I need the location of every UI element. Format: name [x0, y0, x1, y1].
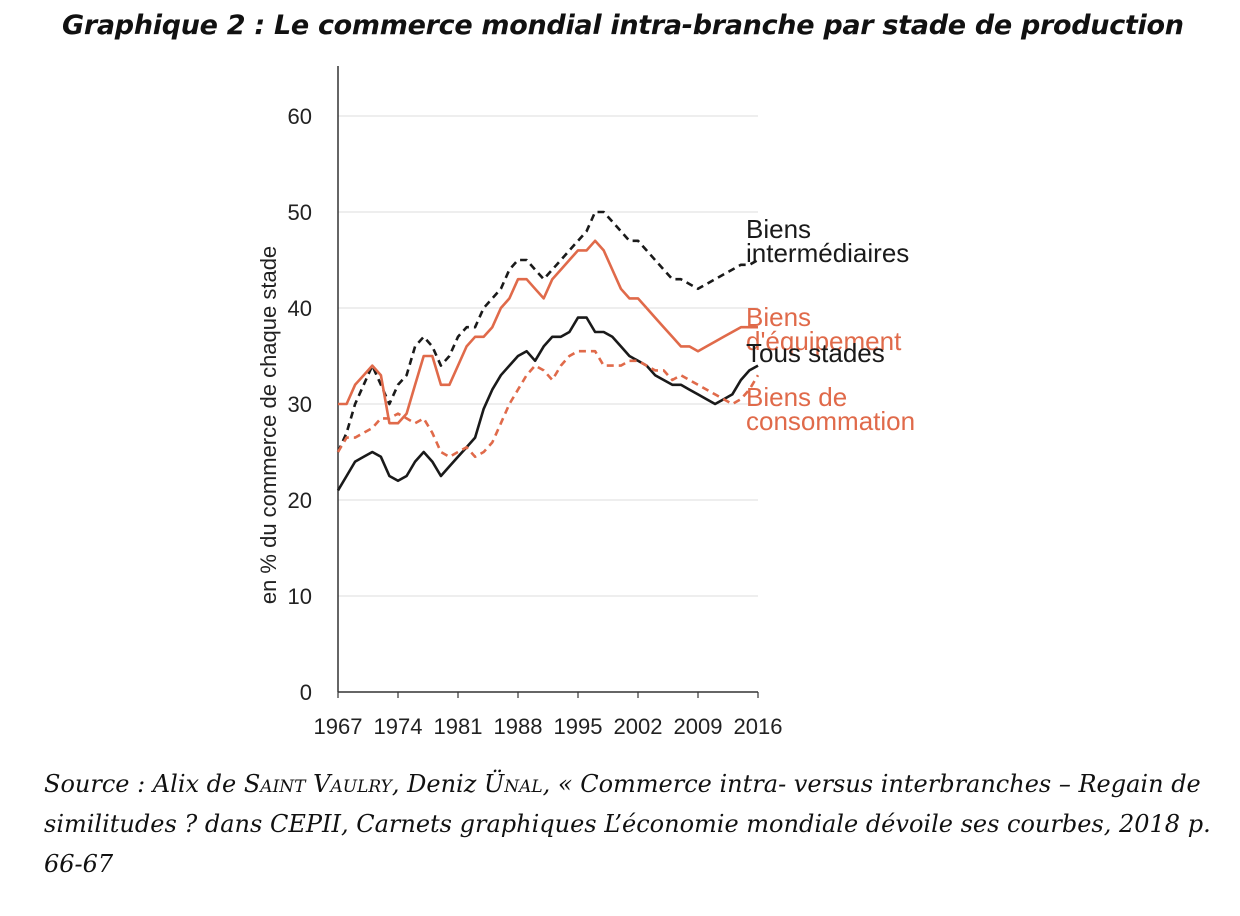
legend-label: Biens de consommation — [746, 382, 915, 436]
source-author-1: Saint Vaulry — [243, 770, 392, 798]
y-tick-label: 0 — [300, 680, 312, 705]
series-line — [336, 316, 759, 492]
y-tick-label: 40 — [288, 296, 312, 321]
source-prefix: Source : Alix de — [44, 770, 244, 798]
source-separator: , Deniz — [391, 770, 484, 798]
series-line — [336, 210, 759, 453]
y-tick-label: 50 — [288, 200, 312, 225]
y-tick-label: 20 — [288, 488, 312, 513]
x-tick-label: 1974 — [374, 714, 423, 739]
series-line — [336, 349, 760, 459]
legend-label-line: Biens — [746, 214, 811, 244]
source-citation: Source : Alix de Saint Vaulry, Deniz Üna… — [44, 764, 1224, 884]
legend-label-line: d'équipement — [746, 326, 902, 356]
source-author-2: Ünal — [483, 770, 543, 798]
x-tick-label: 2009 — [674, 714, 723, 739]
legend-label: Tous stades — [746, 338, 885, 368]
axes-layer: 0 10 20 30 40 50 60 1967 1974 1981 1988 1995 2002 200… — [288, 66, 783, 739]
legend-label: Biens intermédiaires — [746, 214, 909, 268]
y-tick-label: 60 — [288, 104, 312, 129]
chart-title: Graphique 2 : Le commerce mondial intra-… — [62, 10, 1184, 41]
series-layer — [336, 210, 760, 492]
y-axis-title: en % du commerce de chaque stade — [256, 246, 281, 604]
legend-label-line: Biens — [746, 302, 811, 332]
y-tick-label: 10 — [288, 584, 312, 609]
grid-layer — [338, 115, 758, 597]
line-chart: 0 10 20 30 40 50 60 1967 1974 1981 1988 1995 2002 200… — [256, 66, 915, 739]
legend-label-line: Tous stades — [746, 338, 885, 368]
legend-label-line: Biens de — [746, 382, 847, 412]
x-tick-label: 2016 — [734, 714, 783, 739]
x-tick-label: 1995 — [554, 714, 603, 739]
legend-label-line: consommation — [746, 406, 915, 436]
x-tick-label: 1988 — [494, 714, 543, 739]
x-tick-label: 1981 — [434, 714, 483, 739]
x-tick-label: 1967 — [314, 714, 363, 739]
legend-label: Biens d'équipement — [746, 302, 902, 356]
source-rest: , « Commerce intra- versus interbranches… — [44, 770, 1211, 878]
x-tick-label: 2002 — [614, 714, 663, 739]
series-line — [338, 239, 758, 425]
y-tick-label: 30 — [288, 392, 312, 417]
legend-label-line: intermédiaires — [746, 238, 909, 268]
